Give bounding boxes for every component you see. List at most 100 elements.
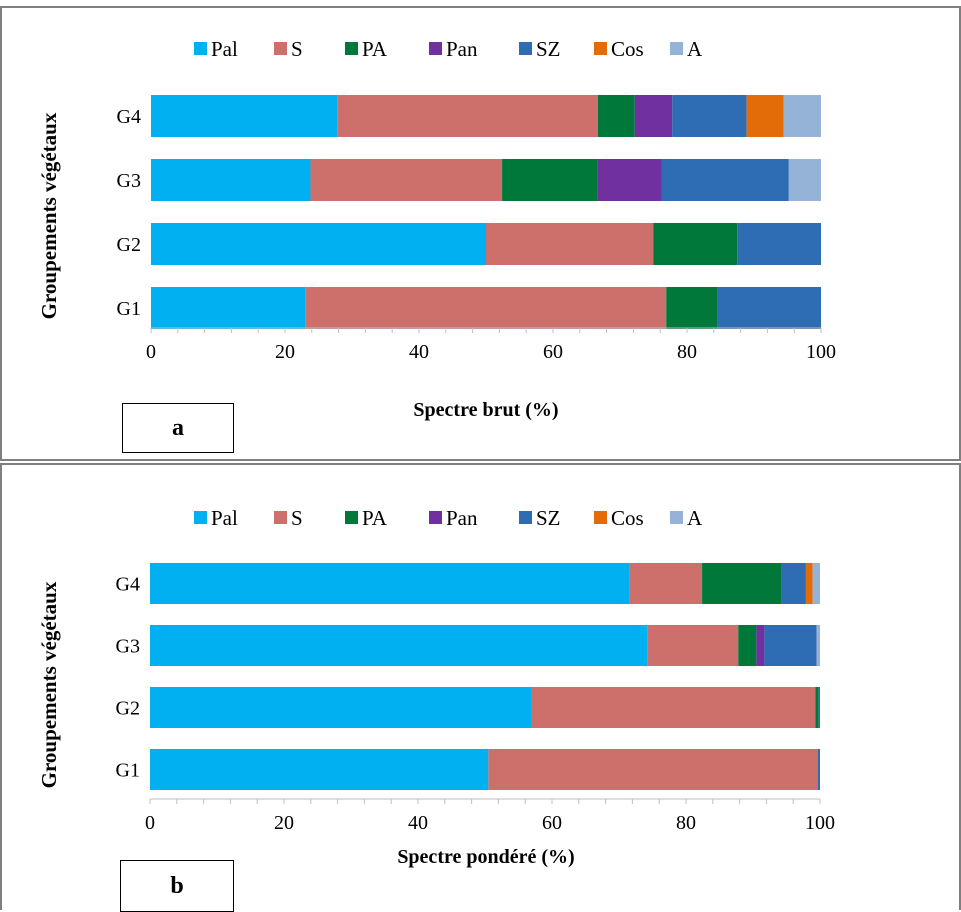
chart-0-category-label-g1: G1 — [117, 298, 141, 320]
chart-1-legend-swatch-a — [670, 511, 683, 524]
chart-1-x-tick-label-80: 80 — [676, 812, 696, 834]
chart-0-legend-label-pa: PA — [362, 37, 388, 61]
chart-1-x-tick-label-20: 20 — [274, 812, 294, 834]
chart-0-bar-g4-pal — [151, 95, 338, 137]
chart-0-bar-g4-s — [337, 95, 598, 137]
chart-1-legend-swatch-s — [274, 511, 287, 524]
chart-0-legend-swatch-pa — [345, 42, 358, 55]
chart-1-legend-label-s: S — [291, 506, 303, 530]
chart-0-legend-swatch-s — [274, 42, 287, 55]
chart-0-bar-g4-pan — [634, 95, 673, 137]
chart-1-legend-label-pa: PA — [362, 506, 388, 530]
chart-1-bar-g3-s — [647, 625, 739, 666]
chart-0-bar-g3-pan — [597, 159, 662, 201]
chart-1-bar-g2-pal — [150, 687, 532, 728]
chart-0-bar-g4-cos — [746, 95, 784, 137]
chart-1-legend-swatch-sz — [519, 511, 532, 524]
chart-0-bar-g1-sz — [717, 287, 821, 329]
chart-1-bar-g1-s — [488, 749, 818, 790]
chart-1-x-tick-label-0: 0 — [145, 812, 155, 834]
chart-1-legend-label-a: A — [687, 506, 703, 530]
chart-0-x-axis-title: Spectre brut (%) — [413, 399, 558, 421]
chart-0-x-tick-label-60: 60 — [543, 341, 563, 363]
chart-0-y-axis-title: Groupements végétaux — [37, 112, 61, 319]
chart-0-bar-g4-sz — [672, 95, 747, 137]
chart-0-category-label-g2: G2 — [117, 234, 141, 256]
panel-label-b: b — [120, 860, 234, 912]
chart-1-legend-label-sz: SZ — [536, 506, 561, 530]
chart-0-legend-label-cos: Cos — [611, 37, 644, 61]
chart-1-x-tick-label-60: 60 — [542, 812, 562, 834]
chart-0-legend-label-sz: SZ — [536, 37, 561, 61]
chart-0-x-tick-label-80: 80 — [677, 341, 697, 363]
chart-1-x-axis-title: Spectre pondéré (%) — [397, 846, 574, 868]
chart-1-y-axis-title: Groupements végétaux — [37, 581, 61, 788]
panel-label-a: a — [122, 403, 234, 453]
chart-1-bar-g1-sz — [817, 749, 820, 790]
chart-b-svg: Pal S PA Pan SZ Cos A G4 G3 G2 G1 0 20 40 60 80 100 Spect… — [37, 506, 835, 868]
chart-0-bar-g3-s — [310, 159, 503, 201]
chart-0-legend-swatch-cos — [594, 42, 607, 55]
chart-1-legend-label-pan: Pan — [446, 506, 478, 530]
chart-1-bar-g3-pa — [738, 625, 757, 666]
chart-1-x-tick-label-100: 100 — [805, 812, 835, 834]
chart-0-bar-g2-sz — [737, 223, 821, 265]
chart-0-legend-swatch-pan — [429, 42, 442, 55]
chart-1-bar-g3-pan — [756, 625, 765, 666]
chart-panel-a: Pal S PA Pan SZ Cos A G4 G3 G2 G1 0 20 40 60 80 100 Spect… — [0, 6, 961, 461]
chart-0-bar-g3-a — [788, 159, 821, 201]
chart-0-bar-g3-sz — [661, 159, 789, 201]
chart-1-legend-label-pal: Pal — [211, 506, 238, 530]
chart-0-bar-g1-pa — [666, 287, 718, 329]
chart-0-x-tick-label-100: 100 — [806, 341, 836, 363]
chart-panel-b: Pal S PA Pan SZ Cos A G4 G3 G2 G1 0 20 40 60 80 100 Spect… — [0, 463, 961, 912]
chart-1-category-label-g3: G3 — [116, 636, 140, 658]
chart-0-legend-label-a: A — [687, 37, 703, 61]
chart-1-legend-swatch-pa — [345, 511, 358, 524]
chart-0-legend-label-pan: Pan — [446, 37, 478, 61]
chart-1-bar-g2-sz — [818, 687, 820, 728]
chart-0-x-tick-label-20: 20 — [275, 341, 295, 363]
chart-1-category-label-g1: G1 — [116, 760, 140, 782]
chart-1-bar-g4-cos — [805, 563, 813, 604]
chart-0-bar-g1-s — [305, 287, 667, 329]
chart-0-category-label-g4: G4 — [117, 106, 141, 128]
chart-1-category-label-g4: G4 — [116, 574, 140, 596]
chart-1-legend-swatch-cos — [594, 511, 607, 524]
chart-0-bar-g4-a — [783, 95, 821, 137]
chart-0-bar-g4-pa — [597, 95, 635, 137]
chart-1-bar-g3-pal — [150, 625, 648, 666]
chart-0-bar-g1-pal — [151, 287, 306, 329]
chart-1-bar-g1-pal — [150, 749, 489, 790]
chart-0-x-tick-label-40: 40 — [409, 341, 429, 363]
chart-0-legend-swatch-sz — [519, 42, 532, 55]
chart-0-category-label-g3: G3 — [117, 170, 141, 192]
chart-1-bar-g4-pa — [702, 563, 782, 604]
chart-1-category-label-g2: G2 — [116, 698, 140, 720]
chart-0-bar-g2-s — [486, 223, 654, 265]
chart-1-bar-g4-s — [629, 563, 703, 604]
chart-1-legend-label-cos: Cos — [611, 506, 644, 530]
chart-0-legend-label-s: S — [291, 37, 303, 61]
chart-1-bar-g4-a — [812, 563, 820, 604]
panel-label-a-text: a — [172, 414, 184, 441]
chart-0-bar-g3-pal — [151, 159, 311, 201]
chart-1-bar-g2-s — [531, 687, 816, 728]
chart-1-bar-g2-pa — [815, 687, 819, 728]
chart-1-bar-g3-sz — [764, 625, 817, 666]
chart-1-bar-g4-pal — [150, 563, 630, 604]
chart-0-bar-g2-pa — [653, 223, 738, 265]
chart-0-bar-g3-pa — [502, 159, 598, 201]
chart-1-bar-g3-a — [816, 625, 820, 666]
chart-1-x-tick-label-40: 40 — [408, 812, 428, 834]
chart-0-legend-swatch-pal — [194, 42, 207, 55]
panel-label-b-text: b — [170, 872, 184, 899]
chart-0-legend-swatch-a — [670, 42, 683, 55]
chart-0-legend-label-pal: Pal — [211, 37, 238, 61]
chart-1-legend-swatch-pal — [194, 511, 207, 524]
chart-a-svg: Pal S PA Pan SZ Cos A G4 G3 G2 G10 20 40 60 80 100 Spect… — [37, 37, 836, 421]
chart-0-bar-g2-pal — [151, 223, 486, 265]
chart-1-legend-swatch-pan — [429, 511, 442, 524]
chart-0-x-tick-label-0: 0 — [146, 341, 156, 363]
chart-1-bar-g4-sz — [781, 563, 806, 604]
